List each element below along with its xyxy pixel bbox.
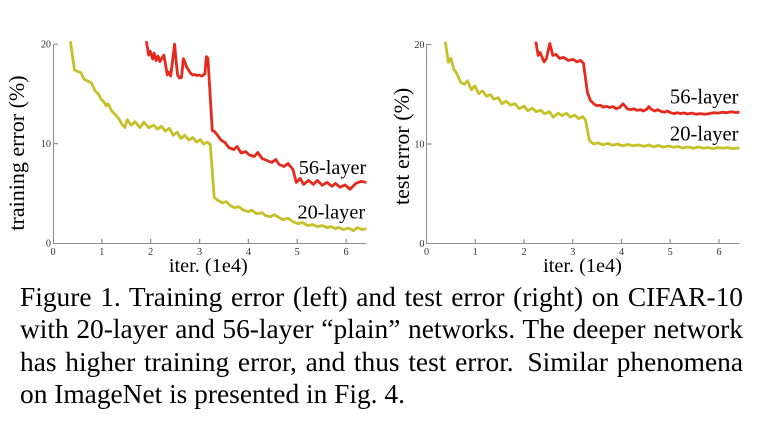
svg-text:20: 20 xyxy=(41,40,51,51)
svg-text:20-layer: 20-layer xyxy=(298,201,366,223)
svg-text:10: 10 xyxy=(41,139,51,150)
svg-text:56-layer: 56-layer xyxy=(299,157,367,179)
svg-text:0: 0 xyxy=(46,238,51,249)
svg-text:1: 1 xyxy=(473,247,478,258)
svg-text:1: 1 xyxy=(99,247,104,258)
svg-text:5: 5 xyxy=(295,247,300,258)
svg-text:2: 2 xyxy=(148,247,153,258)
svg-text:10: 10 xyxy=(414,139,424,150)
svg-text:6: 6 xyxy=(344,247,349,258)
svg-text:56-layer: 56-layer xyxy=(670,86,739,108)
svg-text:3: 3 xyxy=(570,247,575,258)
svg-text:0: 0 xyxy=(419,239,424,250)
svg-text:training error (%): training error (%) xyxy=(4,75,29,230)
svg-text:5: 5 xyxy=(668,247,673,258)
svg-text:3: 3 xyxy=(197,247,202,258)
svg-text:iter. (1e4): iter. (1e4) xyxy=(543,255,622,277)
svg-text:iter. (1e4): iter. (1e4) xyxy=(169,255,248,277)
svg-text:0: 0 xyxy=(50,247,55,258)
svg-text:4: 4 xyxy=(619,247,624,258)
svg-text:20: 20 xyxy=(414,40,424,51)
svg-text:4: 4 xyxy=(246,247,251,258)
svg-text:test error (%): test error (%) xyxy=(389,88,414,205)
svg-text:2: 2 xyxy=(521,247,526,258)
svg-text:0: 0 xyxy=(424,247,429,258)
svg-text:20-layer: 20-layer xyxy=(670,124,739,146)
svg-text:6: 6 xyxy=(716,247,721,258)
